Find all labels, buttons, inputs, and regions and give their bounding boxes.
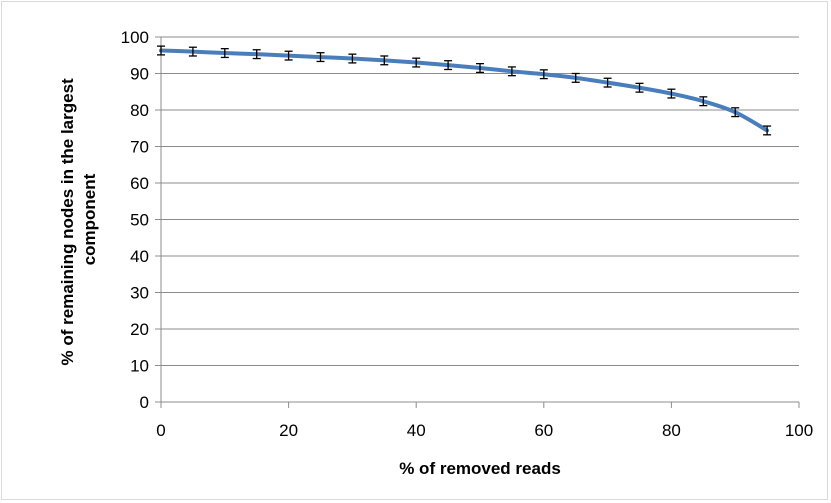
error-bar-5: [188, 46, 197, 57]
error-bar-20: [284, 50, 293, 61]
x-tick-label-40: 40: [407, 421, 426, 440]
y-axis-title-line-2: component: [80, 173, 99, 265]
error-bar-0: [157, 45, 165, 56]
x-tick-label-60: 60: [534, 421, 553, 440]
y-tick-label-10: 10: [130, 357, 149, 376]
error-bar-30: [348, 53, 357, 64]
y-tick-label-70: 70: [130, 138, 149, 157]
error-bar-35: [380, 55, 389, 66]
x-tick-label-100: 100: [785, 421, 813, 440]
series-line-0: [159, 48, 770, 133]
y-axis-title: % of remaining nodes in the largest comp…: [58, 74, 99, 366]
y-tick-labels: 0 10 20 30 40 50 60 70 80 90 100: [121, 28, 149, 412]
error-bar-55: [507, 66, 516, 77]
error-bar-10: [220, 48, 229, 59]
y-axis-title-line-1: % of remaining nodes in the largest: [58, 78, 77, 365]
y-tick-label-50: 50: [130, 211, 149, 230]
y-tick-label-90: 90: [130, 65, 149, 84]
error-bar-50: [476, 62, 484, 74]
error-bars: [157, 45, 772, 136]
y-tick-label-100: 100: [121, 28, 149, 47]
y-tick-label-80: 80: [130, 101, 149, 120]
x-tick-label-80: 80: [662, 421, 681, 440]
error-bar-40: [412, 57, 421, 68]
error-bar-80: [667, 88, 676, 99]
error-bar-45: [444, 60, 453, 71]
series-layer: [159, 48, 770, 133]
error-bar-60: [539, 69, 548, 80]
error-bar-25: [316, 52, 325, 63]
error-bar-65: [571, 72, 580, 83]
y-tick-label-60: 60: [130, 174, 149, 193]
y-tick-label-30: 30: [130, 284, 149, 303]
y-tick-label-40: 40: [130, 247, 149, 266]
error-bar-95: [763, 125, 772, 136]
error-bar-90: [731, 107, 740, 118]
error-bar-85: [699, 96, 708, 107]
error-bar-15: [252, 49, 261, 60]
error-bar-70: [603, 77, 612, 88]
x-axis-title: % of removed reads: [399, 459, 561, 478]
error-bar-75: [635, 82, 644, 93]
x-tick-label-0: 0: [156, 421, 165, 440]
y-tick-label-0: 0: [140, 393, 149, 412]
x-tick-labels: 0 20 40 60 80 100: [156, 421, 813, 440]
x-tick-label-20: 20: [279, 421, 298, 440]
gridlines: [155, 36, 800, 408]
y-tick-label-20: 20: [130, 320, 149, 339]
